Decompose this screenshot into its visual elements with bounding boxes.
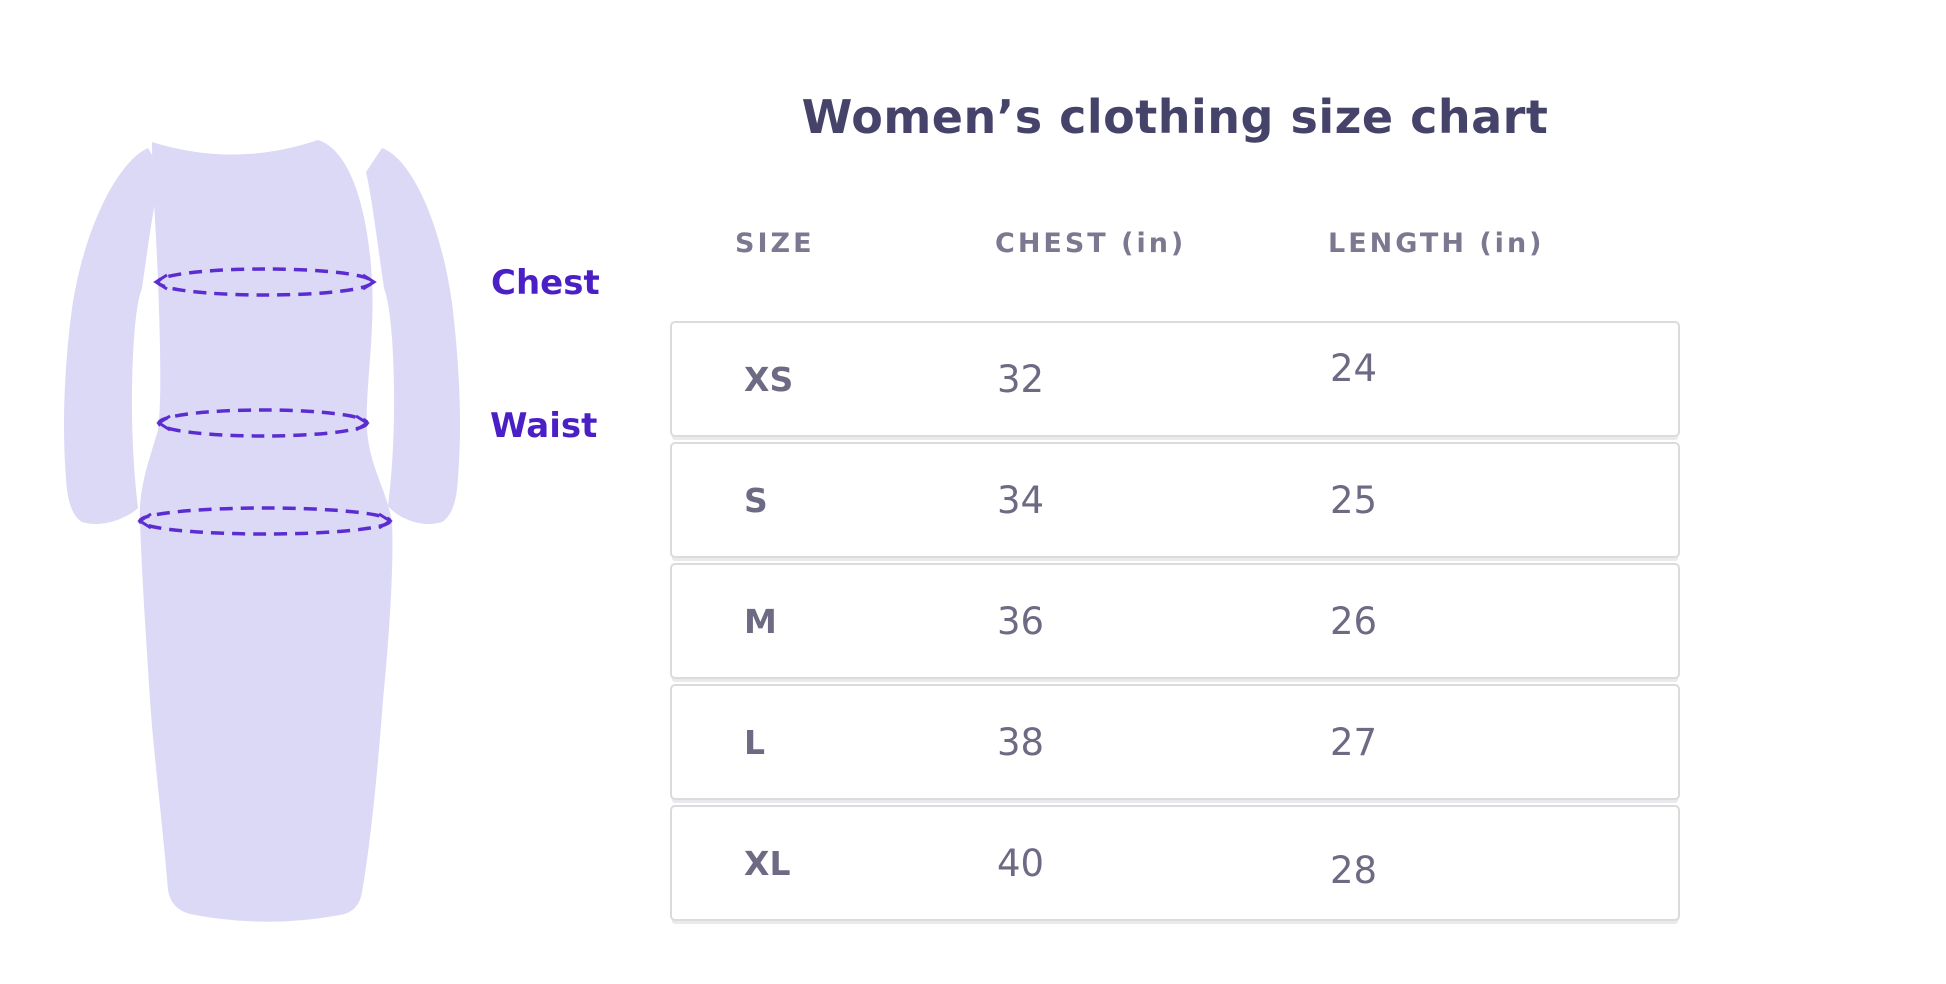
dress-illustration — [50, 128, 480, 934]
size-table-body: XS 32 24 S 34 25 M 36 26 L 38 27 — [670, 321, 1680, 926]
cell-length: 27 — [1330, 720, 1378, 764]
cell-chest: 38 — [997, 720, 1045, 764]
dress-body-shape — [139, 140, 393, 922]
table-row: XS 32 24 — [670, 321, 1680, 437]
table-row: M 36 26 — [670, 563, 1680, 679]
hip-arrow-right-icon — [378, 512, 393, 530]
cell-size: M — [744, 601, 777, 641]
cell-chest: 32 — [997, 357, 1045, 401]
cell-chest: 34 — [997, 478, 1045, 522]
dress-silhouette — [64, 140, 460, 922]
size-chart: Women’s clothing size chart SIZE CHEST (… — [670, 0, 1680, 984]
waist-arrow-right-icon — [355, 414, 370, 432]
page-title: Women’s clothing size chart — [801, 90, 1549, 144]
cell-size: XS — [744, 359, 794, 399]
waist-arrow-left-icon — [156, 414, 171, 432]
table-row: XL 40 28 — [670, 805, 1680, 921]
header-size: SIZE — [735, 228, 815, 259]
cell-size: L — [744, 722, 766, 762]
cell-length: 24 — [1330, 346, 1378, 390]
cell-chest: 36 — [997, 599, 1045, 643]
table-header-row: SIZE CHEST (in) LENGTH (in) — [670, 228, 1680, 259]
waist-label: Waist — [490, 406, 598, 446]
cell-size: S — [744, 480, 768, 520]
cell-size: XL — [744, 843, 791, 883]
table-row: S 34 25 — [670, 442, 1680, 558]
dress-left-sleeve — [64, 148, 162, 525]
chest-label: Chest — [491, 263, 600, 303]
chest-arrow-right-icon — [362, 273, 377, 291]
header-length: LENGTH (in) — [1328, 228, 1545, 259]
header-chest: CHEST (in) — [995, 228, 1187, 259]
dress-right-sleeve — [366, 148, 460, 525]
table-row: L 38 27 — [670, 684, 1680, 800]
cell-length: 26 — [1330, 599, 1378, 643]
hip-arrow-left-icon — [137, 512, 152, 530]
cell-length: 25 — [1330, 478, 1378, 522]
cell-length: 28 — [1330, 848, 1378, 892]
chest-arrow-left-icon — [153, 273, 168, 291]
cell-chest: 40 — [997, 841, 1045, 885]
